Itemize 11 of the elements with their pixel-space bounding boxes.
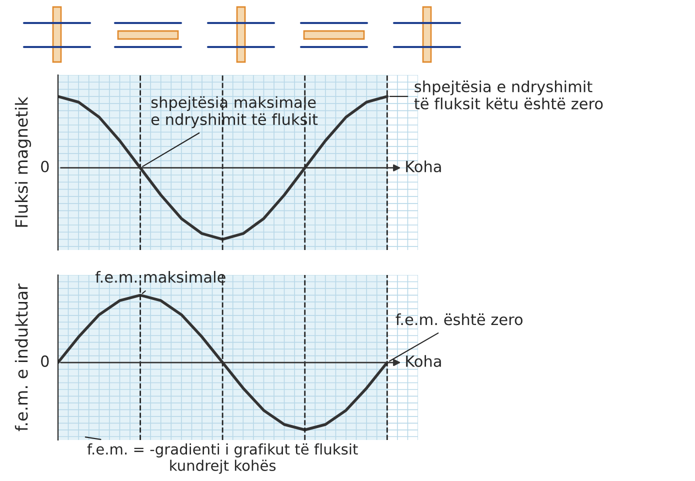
x-axis-title: Koha (406, 355, 441, 367)
text: f.e.m. maksimale (95, 270, 226, 283)
annotation: shpejtësia maksimale e ndryshimit të fluksit (151, 96, 318, 128)
x-axis-title: Koha (406, 160, 441, 172)
y-axis-title: f.e.m. e induktuar (14, 283, 28, 432)
text: f.e.m. = -gradienti i grafikut të fluksit kundrejt kohës (87, 443, 358, 474)
text: 0 (41, 160, 49, 172)
annotation: shpejtësia e ndryshimit të fluksit këtu është zero (414, 80, 603, 110)
text: 0 (41, 355, 49, 367)
y-axis-title: Fluksi magnetik (14, 96, 32, 227)
annotation: f.e.m. është zero (396, 313, 523, 326)
